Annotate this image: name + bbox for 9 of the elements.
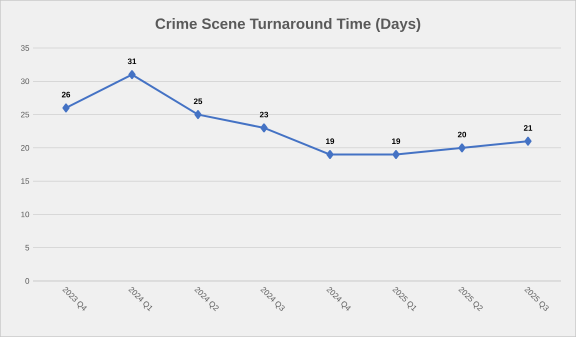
point [524,136,532,146]
point [260,123,268,132]
point [458,143,466,152]
point [62,103,70,112]
chart-title: Crime Scene Turnaround Time (Days) [156,18,420,32]
point [128,70,136,80]
point [326,150,334,159]
point [194,110,202,120]
point [392,150,400,159]
